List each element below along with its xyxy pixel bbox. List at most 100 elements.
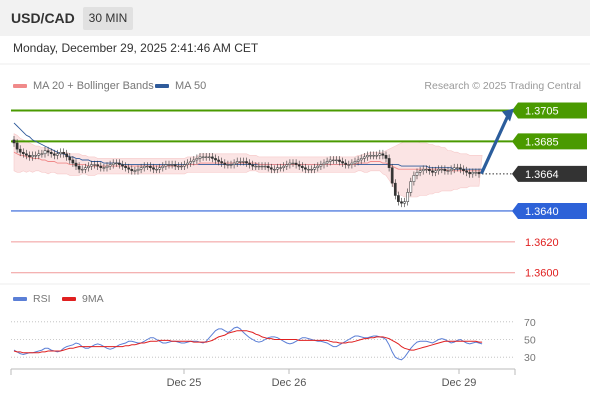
candle-body — [80, 168, 84, 171]
candle — [15, 139, 19, 154]
candle — [412, 171, 416, 186]
candle — [155, 165, 158, 174]
top-bar: USD/CAD 30 MIN — [0, 0, 590, 36]
candle-body — [378, 153, 382, 156]
candle — [428, 165, 431, 175]
candle — [37, 149, 41, 160]
candle-body — [211, 156, 214, 159]
candle-body — [431, 170, 434, 173]
candle — [192, 156, 196, 166]
candle — [152, 163, 155, 174]
candle-body — [34, 155, 38, 157]
candle — [108, 160, 112, 171]
candle-body — [183, 164, 186, 167]
candle-body — [46, 150, 50, 153]
candle-body — [145, 165, 149, 168]
candle — [198, 153, 202, 163]
candle-body — [105, 165, 109, 168]
rsi-tick-30: 30 — [524, 352, 536, 364]
candle-body — [121, 164, 124, 167]
candle — [68, 153, 72, 164]
candle — [397, 191, 400, 206]
candle-body — [254, 165, 258, 168]
candle-body — [173, 164, 177, 167]
candle-body — [214, 158, 217, 161]
candle-body — [310, 168, 313, 171]
candle — [226, 160, 230, 169]
candle-body — [251, 164, 255, 167]
level-label-1.3640: 1.3640 — [512, 202, 587, 219]
candle — [43, 146, 47, 158]
candle — [331, 156, 335, 164]
candle — [251, 160, 255, 171]
candle — [375, 151, 379, 160]
candle-body — [291, 162, 295, 165]
legend-9ma-swatch — [62, 297, 76, 302]
candle — [279, 163, 282, 172]
candle-body — [384, 155, 388, 159]
candle — [25, 149, 28, 160]
target-arrow — [480, 108, 514, 174]
legend-9ma-label: 9MA — [82, 293, 104, 305]
candle-body — [180, 165, 183, 168]
candle — [282, 162, 286, 172]
timeframe-button[interactable]: 30 MIN — [83, 7, 133, 30]
candle — [80, 165, 84, 174]
level-lines — [11, 109, 515, 274]
candle-body — [111, 162, 115, 165]
candle-body — [418, 170, 422, 173]
candle — [65, 149, 69, 161]
candle — [257, 162, 261, 171]
candle-body — [465, 170, 468, 173]
candle-body — [369, 155, 372, 157]
candle — [245, 157, 248, 167]
candle-body — [375, 155, 379, 157]
candle — [183, 160, 186, 171]
candle-body — [43, 150, 47, 155]
candle — [59, 148, 62, 158]
candle — [248, 159, 251, 169]
candle — [468, 168, 472, 178]
candle-body — [449, 168, 453, 172]
candle — [142, 162, 146, 172]
candle-body — [341, 161, 344, 164]
legend-ma50: MA 50 — [155, 80, 206, 92]
candle — [56, 149, 59, 160]
candle-body — [77, 165, 81, 170]
candle-body — [201, 156, 205, 158]
candle-body — [400, 201, 403, 204]
candle-body — [232, 162, 236, 165]
candle — [220, 157, 224, 167]
candle-body — [319, 164, 323, 167]
candle-body — [297, 164, 301, 167]
candle — [46, 146, 50, 157]
candle-body — [130, 168, 134, 172]
candle — [223, 159, 227, 169]
candle-body — [434, 170, 437, 173]
candle — [74, 159, 78, 171]
rsi-tick-70: 70 — [524, 317, 536, 329]
candle — [260, 162, 264, 171]
candle-body — [322, 162, 326, 165]
candle-body — [397, 195, 400, 202]
candle — [18, 145, 22, 157]
candle-body — [18, 148, 22, 153]
research-credit: Research © 2025 Trading Central — [424, 80, 581, 92]
candle-body — [276, 167, 279, 170]
candle — [300, 162, 304, 172]
candle — [294, 159, 298, 169]
candle — [465, 166, 468, 177]
candle-body — [474, 172, 478, 174]
candle-body — [204, 156, 208, 158]
level-labels: 1.3705 1.3685 1.3640 1.3620 1.3600 1.3664 — [512, 102, 587, 280]
candle — [31, 151, 34, 161]
candle-body — [49, 151, 53, 155]
candle — [319, 160, 323, 171]
gridlines — [0, 63, 590, 285]
candle-body — [161, 165, 165, 168]
candle — [338, 156, 341, 166]
legend-ma20-swatch — [13, 84, 27, 89]
legend-9ma: 9MA — [62, 293, 104, 305]
candle-body — [56, 153, 59, 156]
